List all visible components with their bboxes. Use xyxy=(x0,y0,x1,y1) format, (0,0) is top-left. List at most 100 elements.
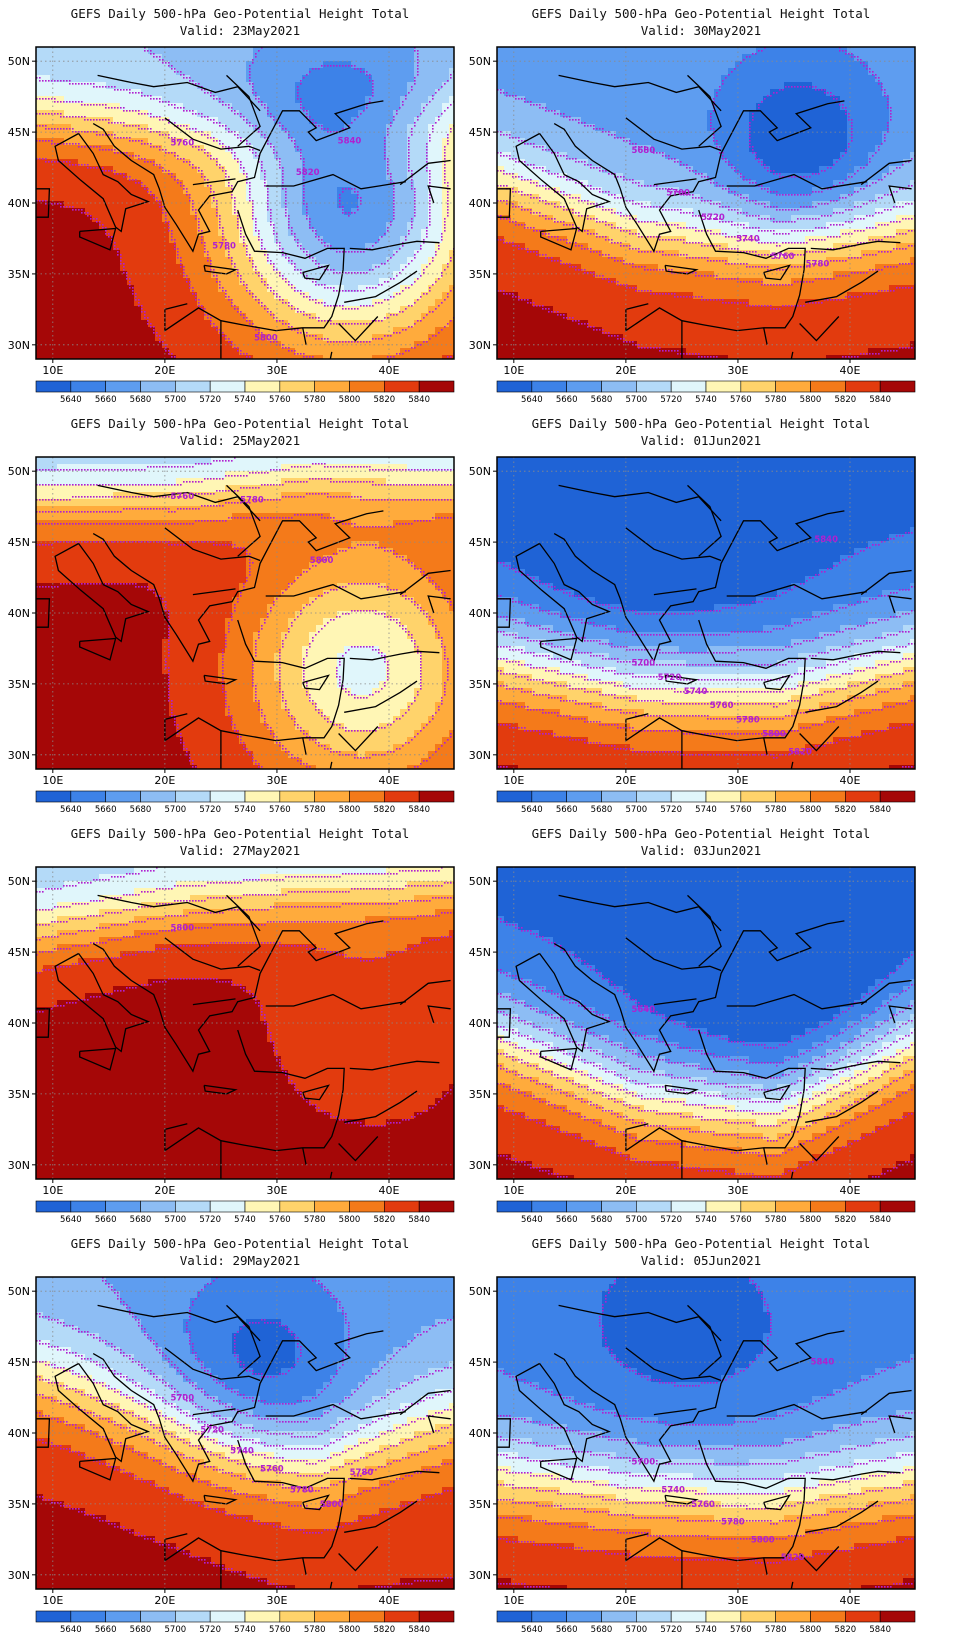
lat-tick-label: 35N xyxy=(469,1088,491,1101)
lat-tick-label: 40N xyxy=(8,607,30,620)
lon-tick-label: 10E xyxy=(503,774,524,787)
color-scale-swatch xyxy=(244,1610,281,1623)
contour-label: 5760 xyxy=(710,701,734,711)
contour-label: 5800 xyxy=(751,1535,775,1545)
lon-tick-label: 30E xyxy=(727,1184,748,1197)
contour-lines xyxy=(36,1277,454,1589)
contour-label: 5700 xyxy=(170,1394,194,1404)
color-scale-swatch xyxy=(496,380,533,393)
color-scale-swatch xyxy=(418,790,455,803)
height-field xyxy=(36,457,454,769)
color-scale-swatch xyxy=(279,380,315,393)
panel-title: GEFS Daily 500-hPa Geo-Potential Height … xyxy=(71,6,410,21)
color-scale-swatch xyxy=(140,1610,176,1623)
color-scale-label: 5720 xyxy=(199,805,221,815)
lon-tick-label: 10E xyxy=(42,774,63,787)
color-scale-label: 5820 xyxy=(374,395,396,405)
color-scale-label: 5760 xyxy=(269,805,291,815)
color-scale-swatch xyxy=(740,790,776,803)
color-scale-swatch xyxy=(140,790,176,803)
lon-tick-label: 30E xyxy=(266,1594,287,1607)
contour-label: 5840 xyxy=(338,137,362,147)
color-scale-label: 5760 xyxy=(730,805,752,815)
panel-title: GEFS Daily 500-hPa Geo-Potential Height … xyxy=(71,826,410,841)
color-scale-label: 5800 xyxy=(800,1215,822,1225)
map-panel-5: GEFS Daily 500-hPa Geo-Potential Height … xyxy=(8,826,455,1225)
color-scale-label: 5840 xyxy=(869,395,891,405)
color-scale-swatch xyxy=(35,1610,72,1623)
map-panel-2: GEFS Daily 500-hPa Geo-Potential Height … xyxy=(469,6,916,405)
contour-label: 5760 xyxy=(260,1464,284,1474)
lon-tick-label: 20E xyxy=(615,774,636,787)
color-scale-label: 5700 xyxy=(626,395,648,405)
color-scale-swatch xyxy=(209,380,246,393)
coastlines xyxy=(497,894,912,1179)
contour-label: 5720 xyxy=(701,213,725,223)
lon-tick-label: 40E xyxy=(840,1184,861,1197)
color-scale-label: 5680 xyxy=(591,1625,613,1635)
color-scale-swatch xyxy=(496,1200,533,1213)
height-field xyxy=(497,1277,915,1589)
color-scale-label: 5780 xyxy=(304,805,326,815)
color-scale-swatch xyxy=(384,380,420,393)
contour-lines xyxy=(36,867,454,1127)
color-scale-label: 5780 xyxy=(765,805,787,815)
coastlines xyxy=(497,1304,912,1589)
color-scale-swatch xyxy=(670,380,707,393)
color-scale-label: 5700 xyxy=(165,395,187,405)
lon-tick-label: 30E xyxy=(727,1594,748,1607)
color-scale-label: 5800 xyxy=(339,395,361,405)
color-scale-label: 5780 xyxy=(765,1215,787,1225)
color-scale-swatch xyxy=(879,380,916,393)
color-scale-swatch xyxy=(775,1610,811,1623)
contour-labels: 5700 5740 5760 5780 5800 5820 5840 xyxy=(631,1358,834,1563)
lon-tick-label: 20E xyxy=(154,774,175,787)
color-scale-swatch xyxy=(175,790,211,803)
color-scale-bar: 5640 5660 5680 5700 5720 5740 5760 5780 5800 5820… xyxy=(496,790,916,815)
color-scale-label: 5780 xyxy=(304,1625,326,1635)
color-scale-label: 5780 xyxy=(304,395,326,405)
color-scale-swatch xyxy=(775,790,811,803)
color-scale-swatch xyxy=(349,380,385,393)
color-scale-label: 5800 xyxy=(800,805,822,815)
color-scale-swatch xyxy=(740,1200,776,1213)
color-scale-swatch xyxy=(35,1200,72,1213)
color-scale-swatch xyxy=(384,1200,420,1213)
color-scale-label: 5820 xyxy=(374,1215,396,1225)
color-scale-label: 5800 xyxy=(339,805,361,815)
color-scale-label: 5760 xyxy=(269,1215,291,1225)
contour-lines xyxy=(497,1277,915,1589)
color-scale-swatch xyxy=(35,790,72,803)
color-scale-label: 5680 xyxy=(130,395,152,405)
lon-tick-label: 40E xyxy=(379,774,400,787)
color-scale-swatch xyxy=(70,1200,106,1213)
color-scale-label: 5740 xyxy=(695,395,717,405)
lat-tick-label: 35N xyxy=(8,1088,30,1101)
color-scale-swatch xyxy=(636,380,672,393)
color-scale-swatch xyxy=(636,1200,672,1213)
color-scale-label: 5800 xyxy=(339,1215,361,1225)
color-scale-swatch xyxy=(705,1610,742,1623)
lat-tick-label: 30N xyxy=(469,339,491,352)
color-scale-swatch xyxy=(845,380,881,393)
color-scale-label: 5760 xyxy=(269,395,291,405)
color-scale-swatch xyxy=(670,1610,707,1623)
color-scale-label: 5820 xyxy=(835,1625,857,1635)
color-scale-label: 5660 xyxy=(95,1625,117,1635)
color-scale-label: 5840 xyxy=(869,805,891,815)
color-scale-swatch xyxy=(140,380,176,393)
coastlines xyxy=(36,74,451,359)
color-scale-swatch xyxy=(775,1200,811,1213)
contour-label: 5800 xyxy=(762,730,786,740)
lat-tick-label: 45N xyxy=(8,126,30,139)
color-scale-label: 5840 xyxy=(408,1625,430,1635)
color-scale-swatch xyxy=(70,380,106,393)
lat-tick-label: 45N xyxy=(469,946,491,959)
contour-lines xyxy=(36,47,454,359)
map-panel-6: GEFS Daily 500-hPa Geo-Potential Height … xyxy=(469,826,916,1225)
color-scale-swatch xyxy=(810,1610,846,1623)
color-scale-label: 5660 xyxy=(95,395,117,405)
lat-tick-label: 45N xyxy=(8,946,30,959)
panel-title: GEFS Daily 500-hPa Geo-Potential Height … xyxy=(71,1236,410,1251)
